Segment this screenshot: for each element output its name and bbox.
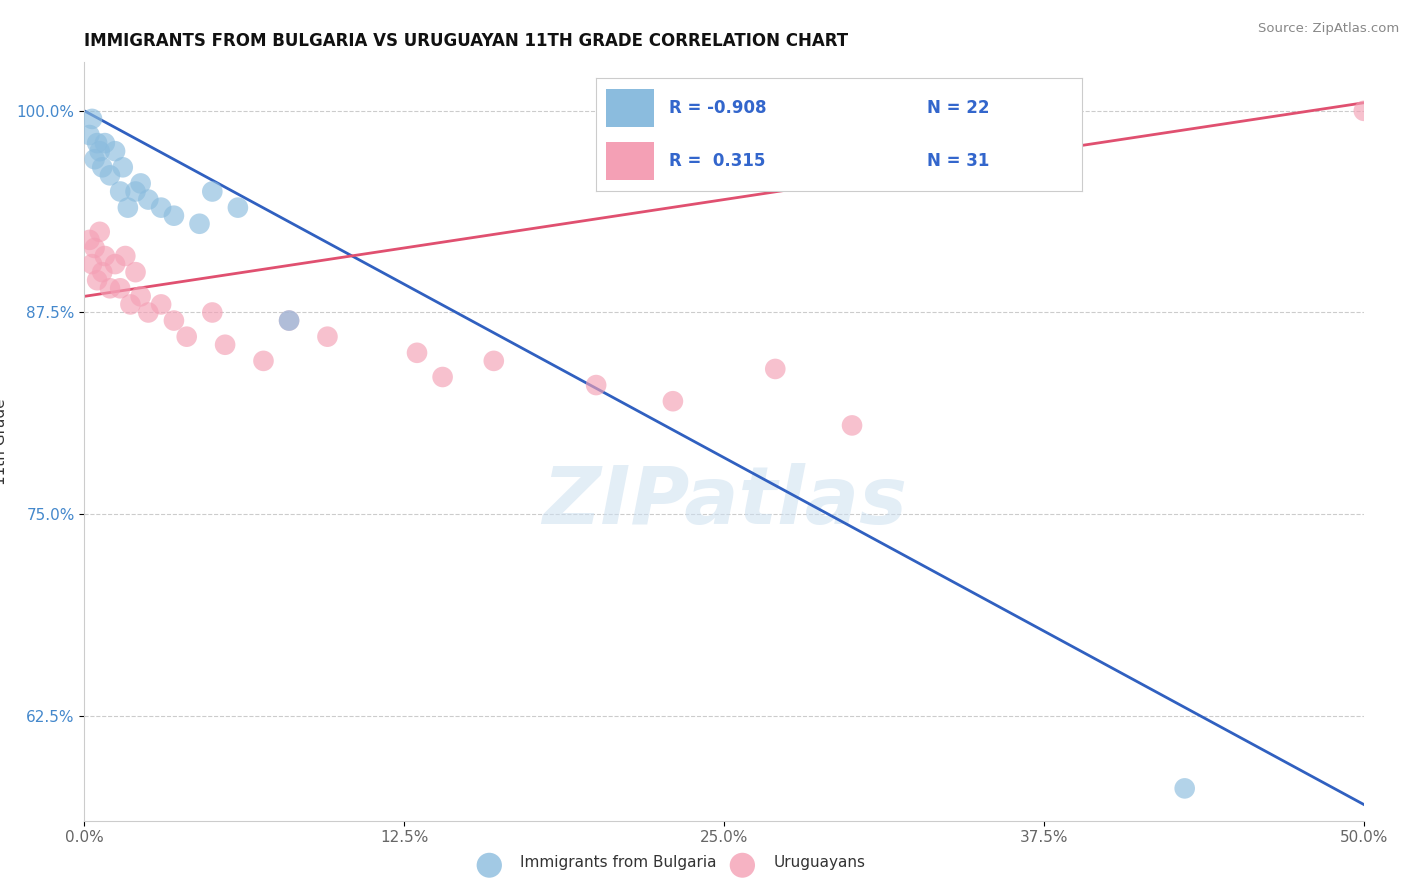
Point bbox=[114, 249, 136, 263]
Y-axis label: 11th Grade: 11th Grade bbox=[0, 398, 8, 485]
Point bbox=[163, 209, 186, 223]
Point bbox=[98, 169, 121, 183]
Point bbox=[111, 161, 134, 175]
Point bbox=[80, 112, 103, 126]
Point bbox=[138, 305, 160, 319]
Point bbox=[79, 233, 101, 247]
Point bbox=[585, 378, 607, 392]
Point bbox=[406, 346, 429, 360]
Point bbox=[278, 313, 301, 327]
Point bbox=[1174, 781, 1197, 796]
Point bbox=[89, 225, 111, 239]
Point bbox=[763, 362, 786, 376]
Text: IMMIGRANTS FROM BULGARIA VS URUGUAYAN 11TH GRADE CORRELATION CHART: IMMIGRANTS FROM BULGARIA VS URUGUAYAN 11… bbox=[84, 32, 848, 50]
Point bbox=[129, 289, 152, 303]
Point bbox=[83, 241, 105, 255]
Point bbox=[432, 370, 454, 384]
Point bbox=[80, 257, 103, 271]
Text: Source: ZipAtlas.com: Source: ZipAtlas.com bbox=[1258, 22, 1399, 36]
Point bbox=[226, 201, 249, 215]
Text: Uruguayans: Uruguayans bbox=[773, 855, 865, 870]
Point bbox=[201, 305, 224, 319]
Point bbox=[94, 136, 117, 150]
Point bbox=[841, 418, 863, 433]
Point bbox=[201, 185, 224, 199]
Point bbox=[176, 329, 198, 343]
Point bbox=[79, 128, 101, 142]
Point bbox=[104, 144, 127, 158]
Point bbox=[138, 193, 160, 207]
Point bbox=[662, 394, 685, 409]
Point bbox=[150, 297, 173, 311]
Point bbox=[150, 201, 173, 215]
Point bbox=[86, 136, 108, 150]
Point bbox=[83, 153, 105, 167]
Point bbox=[86, 273, 108, 287]
Point bbox=[98, 281, 121, 295]
Point bbox=[94, 249, 117, 263]
Point bbox=[214, 337, 236, 351]
Point bbox=[252, 354, 274, 368]
Text: ZIPatlas: ZIPatlas bbox=[541, 463, 907, 541]
Point bbox=[1353, 103, 1375, 118]
Point bbox=[278, 313, 301, 327]
Point bbox=[120, 297, 142, 311]
Point bbox=[91, 265, 114, 279]
Point bbox=[316, 329, 339, 343]
Point bbox=[89, 144, 111, 158]
Point bbox=[117, 201, 139, 215]
Point bbox=[91, 161, 114, 175]
Point bbox=[108, 185, 131, 199]
Point bbox=[124, 185, 146, 199]
Point bbox=[163, 313, 186, 327]
Point bbox=[124, 265, 146, 279]
Point bbox=[104, 257, 127, 271]
Point bbox=[188, 217, 211, 231]
Point bbox=[482, 354, 505, 368]
Point bbox=[129, 177, 152, 191]
Point bbox=[108, 281, 131, 295]
Text: Immigrants from Bulgaria: Immigrants from Bulgaria bbox=[520, 855, 717, 870]
